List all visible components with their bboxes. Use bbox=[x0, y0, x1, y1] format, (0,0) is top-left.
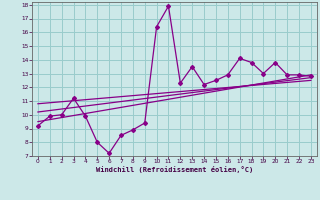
X-axis label: Windchill (Refroidissement éolien,°C): Windchill (Refroidissement éolien,°C) bbox=[96, 166, 253, 173]
